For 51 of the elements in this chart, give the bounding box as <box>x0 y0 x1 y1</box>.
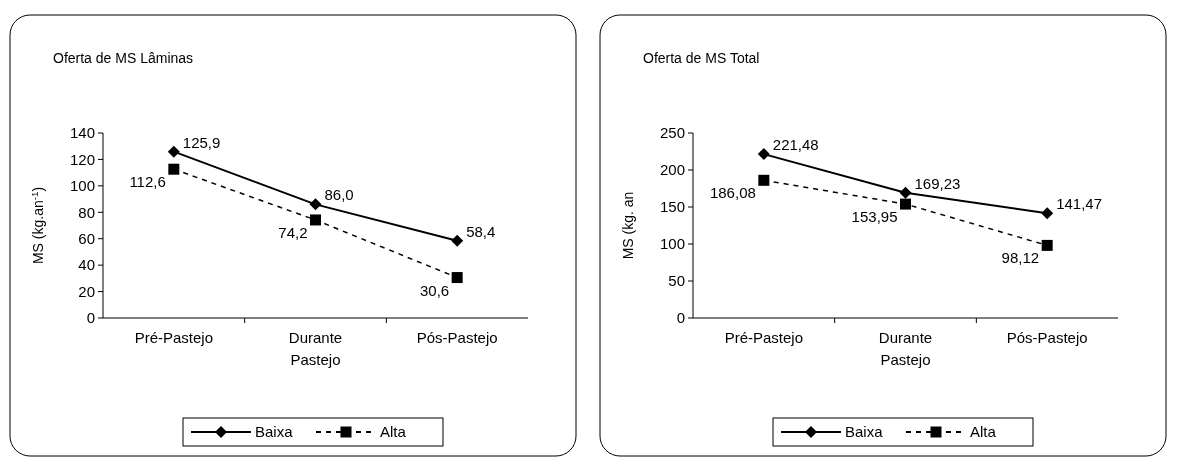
point <box>900 198 911 210</box>
data-label: 86,0 <box>324 186 354 204</box>
data-label: 141,47 <box>1056 195 1103 213</box>
y-tick-label: 250 <box>659 124 685 142</box>
y-tick-label: 200 <box>659 161 685 179</box>
point <box>451 272 463 284</box>
x-tick-label: Durante Pastejo <box>288 329 343 368</box>
x-tick-label: Pré-Pastejo <box>724 329 804 346</box>
point <box>168 163 180 175</box>
data-label: 169,23 <box>914 174 961 192</box>
y-tick-label: 50 <box>668 272 685 290</box>
data-label: 153,95 <box>851 208 898 226</box>
point <box>758 174 770 186</box>
data-label: 221,48 <box>772 136 819 154</box>
y-tick-label: 0 <box>676 309 685 327</box>
y-tick-label: 120 <box>69 150 95 168</box>
x-tick-label: Pós-Pastejo <box>416 329 498 346</box>
x-tick-label: Pré-Pastejo <box>134 329 214 346</box>
data-label: 186,08 <box>709 184 756 202</box>
y-tick-label: 100 <box>69 177 95 195</box>
point <box>309 198 322 211</box>
point <box>757 148 770 161</box>
y-tick-label: 0 <box>86 309 95 327</box>
data-label: 125,9 <box>182 133 221 151</box>
x-tick-label: Durante Pastejo <box>878 329 933 368</box>
legend-label: Baixa <box>255 423 294 441</box>
x-tick-label: Pós-Pastejo <box>1006 329 1088 346</box>
point <box>899 186 912 199</box>
legend-label: Baixa <box>845 423 884 441</box>
y-tick-label: 80 <box>78 203 95 221</box>
data-label: 30,6 <box>419 281 450 299</box>
data-label: 74,2 <box>278 223 308 241</box>
y-tick-label: 40 <box>78 256 95 274</box>
y-tick-label: 150 <box>659 198 685 216</box>
legend-label: Alta <box>970 423 997 441</box>
data-label: 58,4 <box>466 222 496 240</box>
y-tick-label: 60 <box>78 229 95 247</box>
legend-label: Alta <box>380 423 407 441</box>
y-tick-label: 100 <box>659 235 685 253</box>
data-label: 112,6 <box>129 173 166 191</box>
data-label: 98,12 <box>1001 249 1040 267</box>
point <box>167 145 180 158</box>
point <box>310 214 321 226</box>
y-axis-title: MS (kg. an <box>620 191 636 260</box>
chart-title: Oferta de MS Total <box>643 50 760 66</box>
point <box>451 234 464 247</box>
y-tick-label: 20 <box>78 282 95 300</box>
y-tick-label: 140 <box>69 124 95 142</box>
point <box>1041 239 1053 251</box>
point <box>1041 207 1054 220</box>
chart-title: Oferta de MS Lâminas <box>53 50 194 66</box>
